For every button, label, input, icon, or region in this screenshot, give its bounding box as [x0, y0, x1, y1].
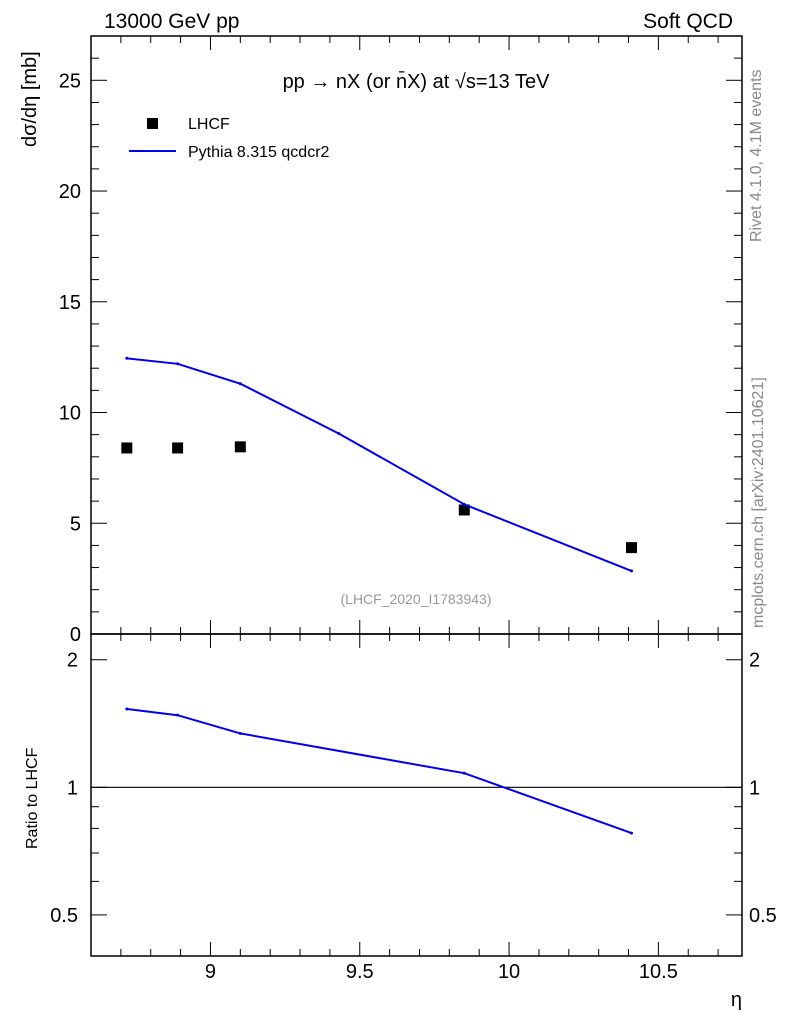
- x-tick-label: 10.5: [639, 961, 678, 983]
- legend: LHCF Pythia 8.315 qcdcr2: [129, 116, 330, 161]
- x-tick-label: 9: [205, 961, 216, 983]
- main-series: [121, 356, 638, 573]
- mc-point: [337, 432, 341, 436]
- data-point: [458, 504, 470, 516]
- ratio-curve: [126, 708, 632, 835]
- header-left: 13000 GeV pp: [104, 10, 239, 33]
- mc-point: [630, 569, 634, 573]
- ratio-y-tick-label-right: 1: [749, 777, 760, 799]
- ratio-y-tick-label-right: 2: [749, 650, 760, 672]
- ratio-point: [462, 771, 466, 775]
- header-right: Soft QCD: [643, 10, 733, 33]
- mc-point: [125, 356, 129, 360]
- main-axis-ticks: 0 5 10 15 20 25: [59, 35, 742, 646]
- mc-point: [462, 502, 466, 506]
- y-tick-label: 5: [70, 513, 81, 535]
- y-tick-label: 10: [59, 403, 81, 425]
- data-point: [172, 442, 184, 454]
- ratio-point: [238, 731, 242, 735]
- data-point: [234, 441, 246, 453]
- main-y-axis-label: dσ/dη [mb]: [19, 51, 41, 147]
- ratio-frame: [90, 633, 743, 957]
- y-tick-label: 25: [59, 70, 81, 92]
- analysis-annotation: (LHCF_2020_I1783943): [341, 591, 492, 607]
- ratio-point: [630, 831, 634, 835]
- x-axis-label: η: [731, 989, 742, 1011]
- mc-curve: [126, 357, 632, 572]
- ratio-y-axis-label: Ratio to LHCF: [24, 747, 41, 849]
- ratio-y-tick-label-right: 0.5: [749, 905, 777, 927]
- x-tick-label: 10: [498, 961, 520, 983]
- y-tick-label: 20: [59, 181, 81, 203]
- mc-point: [238, 382, 242, 386]
- data-point: [121, 442, 133, 454]
- legend-data-label: LHCF: [188, 116, 230, 133]
- data-point: [626, 542, 638, 554]
- ratio-axis-ticks: 9 9.5 10 10.5 0.5 0.5 1 1 2 2: [50, 634, 777, 983]
- ratio-series: [91, 707, 742, 835]
- ratio-point: [176, 713, 180, 717]
- y-tick-label: 15: [59, 292, 81, 314]
- rivet-label: Rivet 4.1.0, 4.1M events: [748, 69, 765, 242]
- ratio-y-tick-label-left: 2: [67, 650, 78, 672]
- ratio-point: [125, 707, 129, 711]
- ratio-y-tick-label-left: 0.5: [50, 905, 78, 927]
- ratio-y-tick-label-left: 1: [67, 777, 78, 799]
- mcplots-label: mcplots.cern.ch [arXiv:2401.10621]: [750, 377, 767, 628]
- mc-point: [176, 362, 180, 366]
- legend-data-marker: [147, 118, 158, 129]
- plot-title: pp → nX (or n̄X) at √s=13 TeV: [283, 70, 551, 93]
- x-tick-label: 9.5: [346, 961, 374, 983]
- legend-mc-label: Pythia 8.315 qcdcr2: [188, 144, 330, 161]
- y-tick-label: 0: [70, 624, 81, 646]
